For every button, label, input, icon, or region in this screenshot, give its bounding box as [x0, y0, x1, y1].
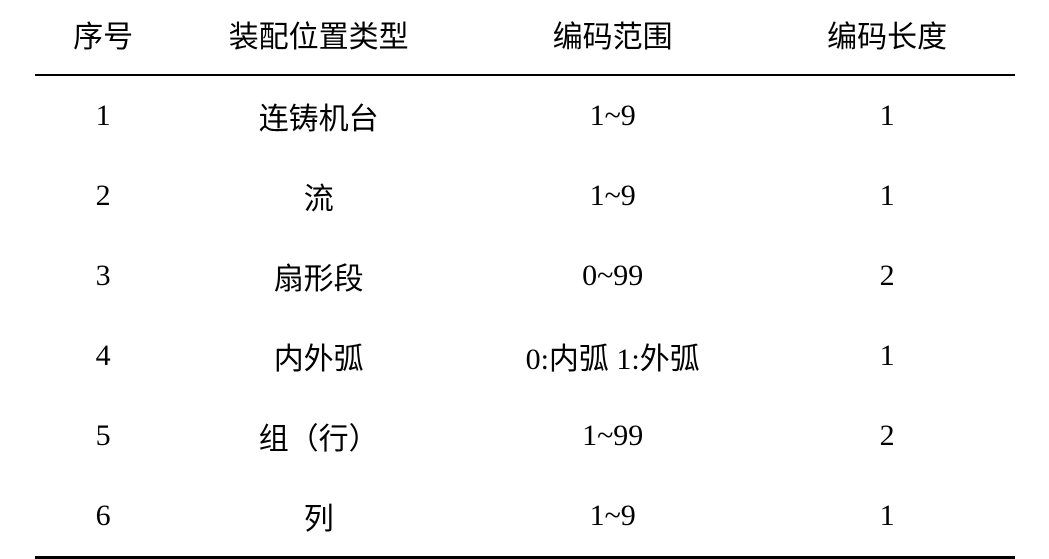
table-row: 3 扇形段 0~99 2: [35, 236, 1015, 316]
table-row: 6 列 1~9 1: [35, 476, 1015, 558]
cell-seq: 2: [35, 156, 172, 236]
table-row: 4 内外弧 0:内弧 1:外弧 1: [35, 316, 1015, 396]
cell-range: 0~99: [466, 236, 760, 316]
header-row: 序号 装配位置类型 编码范围 编码长度: [35, 0, 1015, 75]
cell-type: 流: [172, 156, 466, 236]
cell-seq: 5: [35, 396, 172, 476]
cell-length: 1: [760, 156, 1015, 236]
header-type: 装配位置类型: [172, 0, 466, 75]
encoding-table: 序号 装配位置类型 编码范围 编码长度 1 连铸机台 1~9 1 2 流 1~9…: [35, 0, 1015, 559]
cell-range: 1~99: [466, 396, 760, 476]
cell-type: 列: [172, 476, 466, 558]
cell-seq: 6: [35, 476, 172, 558]
cell-seq: 4: [35, 316, 172, 396]
cell-length: 2: [760, 396, 1015, 476]
cell-range: 1~9: [466, 75, 760, 156]
cell-length: 1: [760, 316, 1015, 396]
cell-length: 1: [760, 75, 1015, 156]
table-row: 5 组（行） 1~99 2: [35, 396, 1015, 476]
cell-type: 内外弧: [172, 316, 466, 396]
header-range: 编码范围: [466, 0, 760, 75]
cell-length: 1: [760, 476, 1015, 558]
header-seq: 序号: [35, 0, 172, 75]
cell-seq: 1: [35, 75, 172, 156]
cell-range: 1~9: [466, 476, 760, 558]
cell-length: 2: [760, 236, 1015, 316]
cell-range: 1~9: [466, 156, 760, 236]
table-body: 1 连铸机台 1~9 1 2 流 1~9 1 3 扇形段 0~99 2 4 内外…: [35, 75, 1015, 558]
cell-seq: 3: [35, 236, 172, 316]
cell-type: 扇形段: [172, 236, 466, 316]
table-row: 1 连铸机台 1~9 1: [35, 75, 1015, 156]
encoding-table-container: 序号 装配位置类型 编码范围 编码长度 1 连铸机台 1~9 1 2 流 1~9…: [35, 0, 1015, 559]
header-length: 编码长度: [760, 0, 1015, 75]
cell-type: 组（行）: [172, 396, 466, 476]
table-header: 序号 装配位置类型 编码范围 编码长度: [35, 0, 1015, 75]
table-row: 2 流 1~9 1: [35, 156, 1015, 236]
cell-range: 0:内弧 1:外弧: [466, 316, 760, 396]
cell-type: 连铸机台: [172, 75, 466, 156]
